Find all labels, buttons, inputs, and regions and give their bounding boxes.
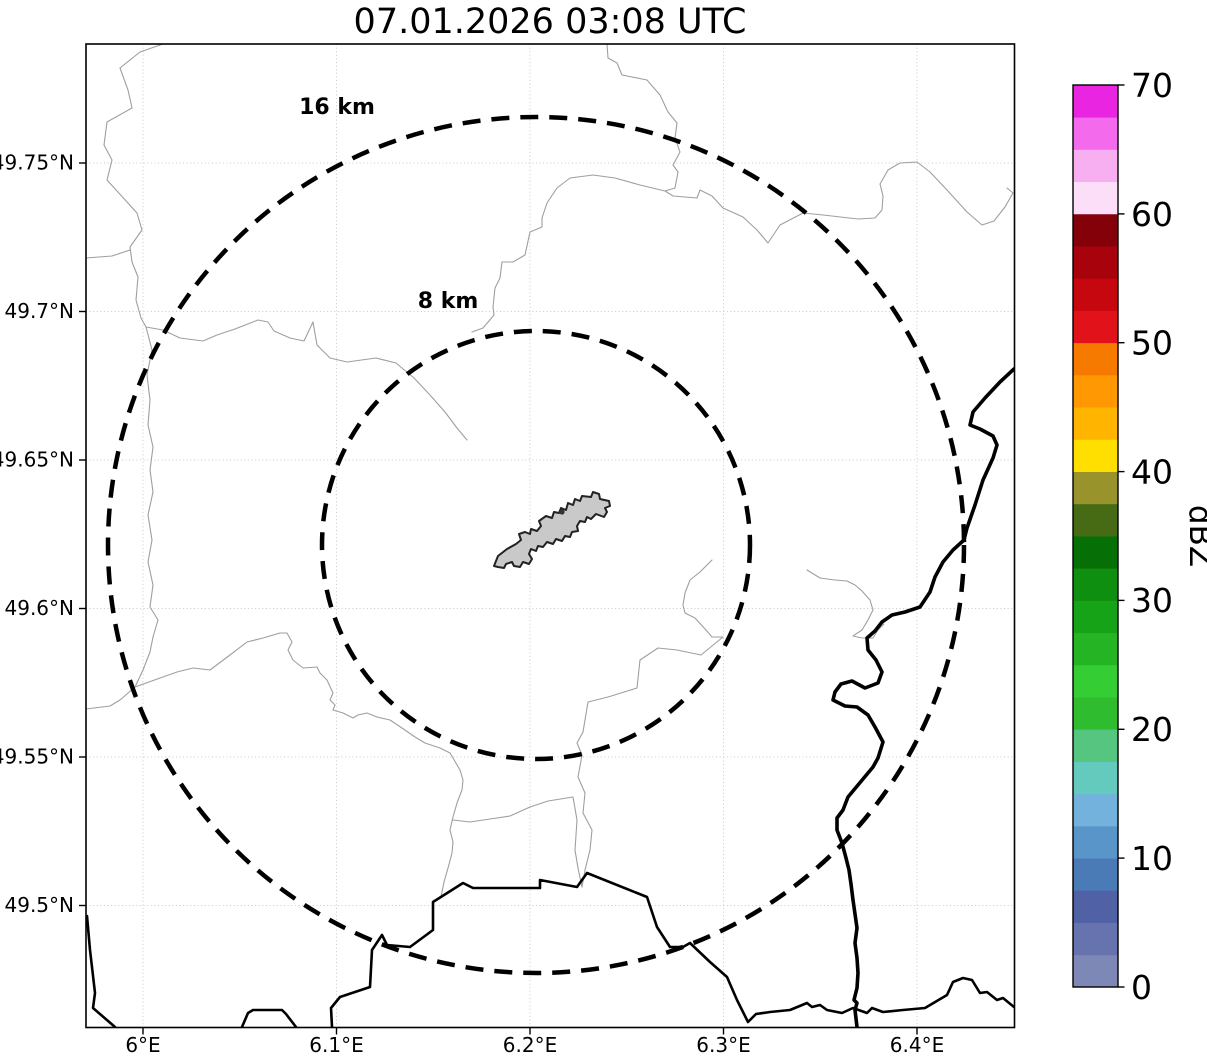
river [831, 367, 1015, 1028]
colorbar-segment [1073, 793, 1118, 827]
range-rings [105, 114, 967, 976]
colorbar-segment [1073, 632, 1118, 666]
country-border [86, 871, 1015, 1028]
colorbar-segment [1073, 149, 1118, 183]
colorbar-segment [1073, 825, 1118, 859]
colorbar-segment [1073, 471, 1118, 505]
colorbar-segment [1073, 568, 1118, 601]
range-ring-8km [319, 328, 753, 762]
colorbar-segment [1073, 503, 1118, 537]
colorbar-segment [1073, 922, 1118, 956]
colorbar-segment [1073, 697, 1118, 730]
colorbar-segment [1073, 213, 1118, 247]
radar-site-marker [559, 509, 565, 515]
range-ring-label-8km: 8 km [418, 289, 479, 314]
colorbar-tick-label: 40 [1131, 453, 1173, 492]
range-ring-label-16km: 16 km [299, 95, 375, 120]
colorbar-tick-label: 0 [1131, 968, 1152, 1007]
colorbar-ticks [1118, 84, 1125, 988]
x-tick-label: 6.2°E [503, 1033, 557, 1057]
x-tick-label: 6°E [125, 1033, 160, 1057]
colorbar-segment [1073, 600, 1118, 634]
colorbar-segment [1073, 246, 1118, 279]
colorbar-segment [1073, 761, 1118, 795]
colorbar-segment [1073, 729, 1118, 762]
municipal-boundaries [86, 44, 1014, 898]
colorbar-segment [1073, 890, 1118, 923]
y-tick-label: 49.65°N [0, 448, 74, 472]
y-tick-label: 49.6°N [5, 596, 75, 620]
colorbar-axis-label: dBZ [1182, 505, 1207, 567]
colorbar-tick-label: 50 [1131, 324, 1173, 363]
plot-title: 07.01.2026 03:08 UTC [354, 2, 747, 42]
colorbar-tick-label: 10 [1131, 839, 1173, 878]
axis-ticks [79, 162, 918, 1035]
colorbar-segment [1073, 664, 1118, 698]
colorbar-tick-label: 20 [1131, 710, 1173, 749]
colorbar-tick-label: 30 [1131, 581, 1173, 620]
x-tick-label: 6.3°E [696, 1033, 750, 1057]
y-tick-label: 49.55°N [0, 745, 74, 769]
y-tick-label: 49.7°N [5, 299, 75, 323]
colorbar-segment [1073, 310, 1118, 344]
colorbar-segment [1073, 536, 1118, 569]
colorbar-segment [1073, 439, 1118, 472]
colorbar-segment [1073, 278, 1118, 311]
colorbar-segment [1073, 407, 1118, 440]
colorbar-frame [1072, 84, 1119, 988]
range-ring-16km [105, 114, 967, 976]
y-tick-label: 49.5°N [5, 893, 75, 917]
y-tick-label: 49.75°N [0, 151, 74, 175]
x-tick-label: 6.4°E [890, 1033, 944, 1057]
colorbar-segment [1073, 374, 1118, 408]
colorbar-segment [1073, 342, 1118, 376]
colorbar-segment [1073, 117, 1118, 150]
colorbar-tick-label: 70 [1131, 66, 1173, 105]
plot-frame [85, 43, 1016, 1029]
colorbar-segment [1073, 858, 1118, 891]
colorbar-segment [1073, 181, 1118, 215]
airport-area-polygon [493, 491, 611, 569]
x-tick-label: 6.1°E [309, 1033, 363, 1057]
colorbar [1073, 85, 1118, 988]
colorbar-tick-label: 60 [1131, 195, 1173, 234]
colorbar-segment [1073, 85, 1118, 118]
colorbar-segment [1073, 954, 1118, 988]
